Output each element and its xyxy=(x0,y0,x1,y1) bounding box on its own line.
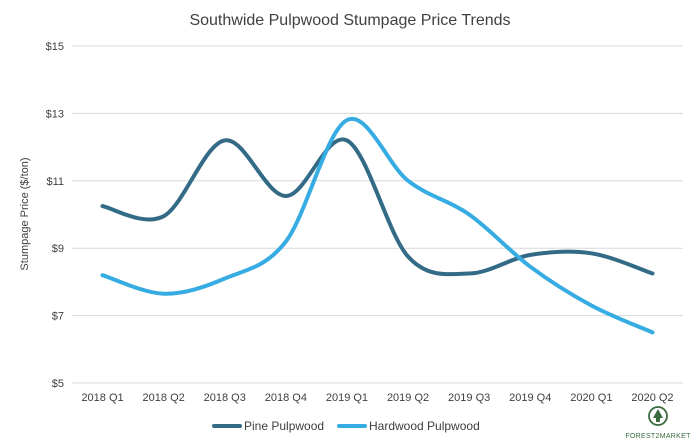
x-tick-label: 2018 Q3 xyxy=(204,392,246,404)
chart-title: Southwide Pulpwood Stumpage Price Trends xyxy=(189,12,510,29)
y-tick-label: $7 xyxy=(52,311,64,323)
x-tick-label: 2019 Q3 xyxy=(448,392,490,404)
series-line-hardwood-pulpwood xyxy=(100,116,655,335)
y-axis-label: Stumpage Price ($/ton) xyxy=(19,157,31,270)
x-tick-label: 2018 Q4 xyxy=(265,392,307,404)
x-tick-label: 2020 Q2 xyxy=(631,392,673,404)
y-tick-label: $13 xyxy=(46,108,64,120)
y-tick-label: $11 xyxy=(46,176,64,188)
forest2market-logo: FOREST2MARKET xyxy=(625,406,691,440)
legend: Pine Pulpwood Hardwood Pulpwood xyxy=(212,419,480,433)
legend-label-hardwood-pulpwood: Hardwood Pulpwood xyxy=(369,419,480,433)
x-tick-label: 2018 Q2 xyxy=(143,392,185,404)
x-tick-label: 2020 Q1 xyxy=(570,392,612,404)
x-tick-label: 2018 Q1 xyxy=(81,392,123,404)
legend-label-pine-pulpwood: Pine Pulpwood xyxy=(244,419,324,433)
series-line-pine-pulpwood xyxy=(100,137,655,277)
x-tick-label: 2019 Q4 xyxy=(509,392,551,404)
x-tick-label: 2019 Q1 xyxy=(326,392,368,404)
x-tick-label: 2019 Q2 xyxy=(387,392,429,404)
series-lines xyxy=(100,116,655,335)
y-tick-label: $9 xyxy=(52,243,64,255)
gridlines xyxy=(72,45,683,384)
y-axis-ticks: $5 $7 $9 $11 $13 $15 xyxy=(46,41,64,390)
x-axis-ticks: 2018 Q1 2018 Q2 2018 Q3 2018 Q4 2019 Q1 2019 … xyxy=(81,392,673,404)
tree-icon-shape xyxy=(653,409,663,422)
y-tick-label: $5 xyxy=(52,378,64,390)
y-tick-label: $15 xyxy=(46,41,64,53)
logo-text: FOREST2MARKET xyxy=(625,433,691,440)
